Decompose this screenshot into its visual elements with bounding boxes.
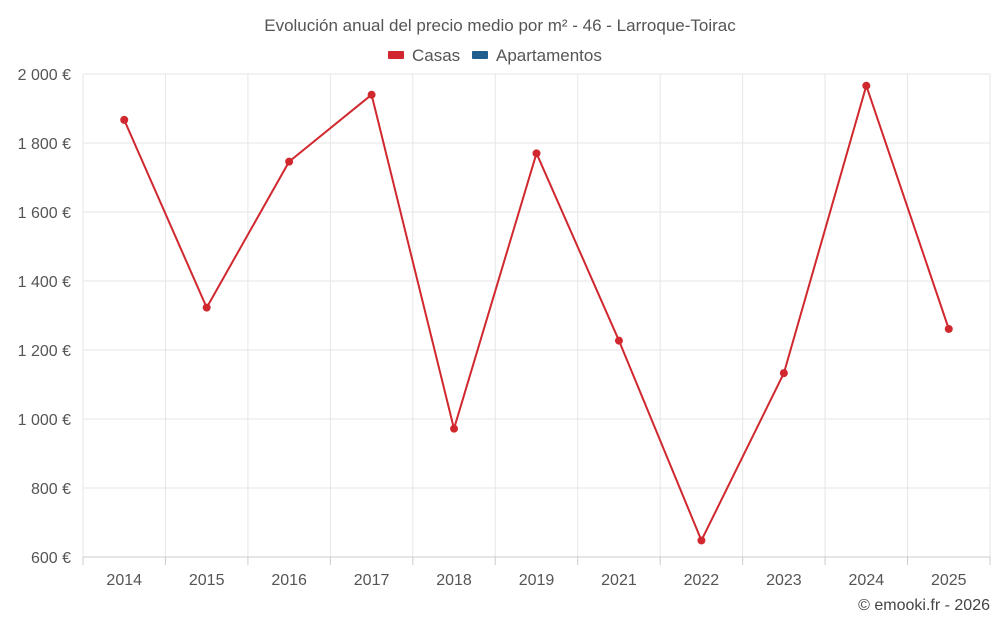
data-point-casas[interactable] (862, 81, 871, 90)
x-tick-label: 2018 (436, 572, 472, 589)
legend-item-apartamentos[interactable]: Apartamentos (472, 46, 602, 65)
x-tick-label: 2024 (849, 572, 885, 589)
y-tick-label: 1 800 € (18, 136, 71, 153)
x-tick-label: 2025 (931, 572, 967, 589)
legend-label-apartamentos: Apartamentos (496, 46, 602, 65)
data-point-casas[interactable] (532, 149, 541, 158)
data-point-casas[interactable] (779, 369, 788, 378)
data-point-casas[interactable] (367, 90, 376, 99)
chart-title: Evolución anual del precio medio por m² … (264, 16, 736, 35)
data-point-casas[interactable] (120, 115, 129, 124)
y-tick-label: 1 600 € (18, 205, 71, 222)
y-tick-label: 2 000 € (18, 67, 71, 84)
series-casas (120, 81, 953, 545)
y-tick-label: 600 € (31, 550, 71, 567)
x-tick-label: 2015 (189, 572, 225, 589)
legend: Casas Apartamentos (388, 46, 602, 65)
y-axis-tick-labels: 600 € 800 € 1 000 € 1 200 € 1 400 € 1 600 € 1 … (18, 67, 71, 567)
x-tick-label: 2023 (766, 572, 802, 589)
data-point-casas[interactable] (614, 336, 623, 345)
y-tick-label: 1 200 € (18, 343, 71, 360)
data-point-casas[interactable] (202, 303, 211, 312)
legend-swatch-casas (388, 51, 404, 59)
data-point-casas[interactable] (285, 157, 294, 166)
y-tick-label: 1 400 € (18, 274, 71, 291)
y-tick-label: 800 € (31, 481, 71, 498)
gridlines (82, 73, 991, 565)
x-tick-label: 2022 (684, 572, 720, 589)
x-tick-label: 2019 (519, 572, 555, 589)
x-tick-label: 2017 (354, 572, 390, 589)
data-point-casas[interactable] (944, 324, 953, 333)
y-tick-label: 1 000 € (18, 412, 71, 429)
x-tick-label: 2021 (601, 572, 637, 589)
legend-label-casas: Casas (412, 46, 460, 65)
x-tick-label: 2016 (271, 572, 307, 589)
x-axis-tick-labels: 2014 2015 2016 2017 2018 2019 2021 2022 2023 2024… (106, 572, 966, 589)
x-tick-label: 2014 (106, 572, 142, 589)
legend-swatch-apartamentos (472, 51, 488, 59)
legend-item-casas[interactable]: Casas (388, 46, 460, 65)
data-point-casas[interactable] (450, 424, 459, 433)
credit-text: © emooki.fr - 2026 (858, 597, 990, 614)
data-point-casas[interactable] (697, 536, 706, 545)
